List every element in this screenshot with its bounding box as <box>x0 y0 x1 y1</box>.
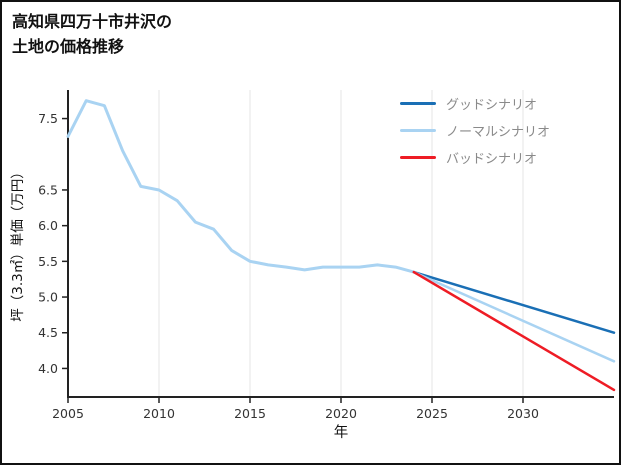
page-title: 高知県四万十市井沢の 土地の価格推移 <box>12 10 172 60</box>
legend-label: バッドシナリオ <box>446 152 538 167</box>
y-tick-label: 5.5 <box>38 254 58 269</box>
legend-item-good: グッドシナリオ <box>400 94 550 113</box>
legend-line-swatch <box>400 155 436 160</box>
x-axis-label: 年 <box>334 424 349 441</box>
series-line-good <box>412 270 616 334</box>
page-title-line1: 高知県四万十市井沢の <box>12 12 173 31</box>
legend-item-normal: ノーマルシナリオ <box>400 121 550 140</box>
y-tick-label: 6.5 <box>38 182 58 197</box>
legend-line-swatch <box>400 101 436 106</box>
chart-legend: グッドシナリオ ノーマルシナリオ バッドシナリオ <box>400 94 550 167</box>
page-title-line2: 土地の価格推移 <box>12 36 125 56</box>
y-tick-label: 4.5 <box>38 325 58 340</box>
x-tick-label: 2010 <box>143 406 175 421</box>
legend-item-bad: バッドシナリオ <box>400 148 550 167</box>
y-tick-label: 7.5 <box>38 111 58 126</box>
legend-label: ノーマルシナリオ <box>446 125 551 140</box>
series-line-normal <box>412 270 616 363</box>
x-tick-label: 2005 <box>52 406 84 421</box>
x-tick-label: 2030 <box>507 406 539 421</box>
x-tick-label: 2025 <box>416 406 448 421</box>
legend-label: グッドシナリオ <box>446 98 538 113</box>
y-axis-label: 坪（3.3㎡）単価（万円） <box>10 165 26 321</box>
y-tick-label: 6.0 <box>38 218 58 233</box>
x-tick-label: 2020 <box>325 406 357 421</box>
y-tick-label: 5.0 <box>38 290 58 305</box>
y-tick-label: 4.0 <box>38 361 58 376</box>
x-tick-label: 2015 <box>234 406 266 421</box>
series-line-actual <box>66 99 416 274</box>
series-line-bad <box>412 270 616 392</box>
legend-line-swatch <box>400 128 436 133</box>
